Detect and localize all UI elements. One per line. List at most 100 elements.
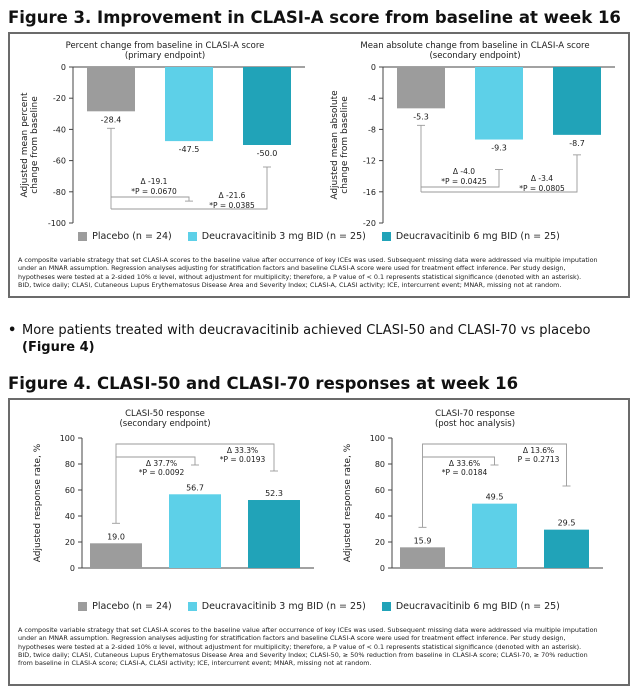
y-tick-label: 40	[375, 512, 385, 521]
data-label: 56.7	[186, 483, 204, 492]
chart-title: CLASI-70 response	[435, 409, 515, 419]
footnote-line: BID, twice daily; CLASI, Cutaneous Lupus…	[18, 280, 562, 289]
data-label: -28.4	[101, 115, 122, 124]
bracket-line	[111, 196, 190, 202]
bracket-line	[116, 456, 196, 465]
bar-placebo	[90, 543, 142, 568]
swatch-deuc3	[187, 602, 197, 611]
comparison-p: *P = 0.0184	[442, 468, 488, 477]
swatch-deuc6	[381, 602, 391, 611]
comparison-delta: Δ 13.6%	[523, 446, 554, 455]
y-axis-label: Adjusted mean absolute	[330, 90, 340, 200]
chart-subtitle: (secondary endpoint)	[119, 419, 210, 429]
bar-deuc6	[243, 67, 291, 145]
y-tick-label: -4	[368, 94, 376, 103]
legend-label: Deucravacitinib 6 mg BID (n = 25)	[395, 601, 560, 612]
footnote-line: under an MNAR assumption. Regression ana…	[18, 264, 566, 273]
y-tick-label: 0	[61, 63, 66, 72]
chart-percent-change: Percent change from baseline in CLASI-A …	[20, 41, 305, 228]
bracket-line	[422, 456, 495, 465]
data-label: -47.5	[179, 145, 200, 154]
comparison-p: *P = 0.0670	[131, 187, 177, 196]
bracket-line	[115, 443, 275, 524]
swatch-placebo	[78, 232, 88, 241]
data-label: 19.0	[107, 532, 125, 541]
bar-deuc3	[169, 494, 221, 568]
chart-title: Percent change from baseline in CLASI-A …	[66, 41, 265, 51]
comparison-delta: Δ 37.7%	[146, 459, 177, 468]
legend-label: Placebo (n = 24)	[92, 601, 172, 612]
bracket-line	[422, 443, 567, 528]
bar-deuc3	[475, 67, 523, 140]
comparison-p: *P = 0.0805	[519, 184, 565, 193]
y-axis-label: change from baseline	[340, 96, 350, 194]
footnote-line: under an MNAR assumption. Regression ana…	[18, 634, 566, 643]
comparison-delta: Δ 33.6%	[449, 459, 480, 468]
chart-subtitle: (secondary endpoint)	[429, 51, 520, 61]
figure4-title: Figure 4. CLASI-50 and CLASI-70 response…	[8, 374, 519, 393]
figure4-footnote: A composite variable strategy that set C…	[18, 626, 622, 667]
y-tick-label: 100	[370, 434, 385, 443]
comparison-delta: Δ -3.4	[531, 174, 553, 183]
legend-label: Deucravacitinib 3 mg BID (n = 25)	[201, 231, 366, 242]
bar-placebo	[87, 67, 135, 112]
legend-label: Placebo (n = 24)	[92, 231, 172, 242]
data-label: 52.3	[265, 489, 283, 498]
y-tick-label: -20	[53, 94, 66, 103]
legend-placebo: Placebo (n = 24)	[78, 601, 172, 612]
footnote-line: from baseline in CLASI-A score; CLASI-A,…	[18, 659, 372, 668]
chart-clasi50: CLASI-50 response(secondary endpoint) Adj…	[33, 409, 314, 573]
legend-deuc6: Deucravacitinib 6 mg BID (n = 25)	[381, 601, 560, 612]
bar-deuc6	[248, 500, 300, 568]
legend-deuc6: Deucravacitinib 6 mg BID (n = 25)	[381, 231, 560, 242]
comparison-delta: Δ -19.1	[141, 177, 168, 186]
y-tick-label: 0	[380, 564, 385, 573]
bullet-dot: •	[8, 323, 17, 338]
data-label: -5.3	[413, 112, 429, 121]
y-tick-label: -60	[53, 157, 66, 166]
comparison-delta: Δ 33.3%	[227, 446, 258, 455]
comparison-delta: Δ -21.6	[219, 191, 246, 200]
bar-deuc3	[165, 67, 213, 142]
bar-placebo	[400, 547, 445, 568]
y-tick-label: 100	[60, 434, 75, 443]
legend-label: Deucravacitinib 6 mg BID (n = 25)	[395, 231, 560, 242]
footnote-line: BID, twice daily; CLASI, Cutaneous Lupus…	[18, 650, 588, 659]
y-axis-label: Adjusted mean percent	[20, 92, 30, 198]
y-tick-label: -40	[53, 125, 66, 134]
y-axis-label: Adjusted response rate, %	[33, 443, 43, 562]
y-tick-label: -80	[53, 188, 66, 197]
bar-deuc6	[553, 67, 601, 135]
data-label: -9.3	[491, 144, 507, 153]
chart-subtitle: (post hoc analysis)	[435, 419, 515, 429]
bracket-line	[421, 169, 500, 188]
figure4-panel: CLASI-50 response (secondary endpoint) Adj…	[8, 398, 630, 686]
footnote-line: A composite variable strategy that set C…	[18, 256, 598, 264]
y-tick-label: 0	[371, 63, 376, 72]
bullet-main-text: More patients treated with deucravacitin…	[22, 323, 591, 338]
figure3-footnote: A composite variable strategy that set C…	[18, 256, 622, 289]
bar-placebo	[397, 67, 445, 109]
legend-deuc3: Deucravacitinib 3 mg BID (n = 25)	[187, 231, 366, 242]
figure3-legend: Placebo (n = 24) Deucravacitinib 3 mg BI…	[10, 231, 628, 242]
footnote-line: hypotheses were tested at a 2-sided 10% …	[18, 272, 582, 281]
footnote-line: hypotheses were tested at a 2-sided 10% …	[18, 642, 582, 651]
swatch-placebo	[78, 602, 88, 611]
y-axis-label: change from baseline	[30, 96, 40, 194]
swatch-deuc6	[381, 232, 391, 241]
y-tick-label: 0	[70, 564, 75, 573]
comparison-p: *P = 0.0193	[220, 455, 266, 464]
y-axis-label: Adjusted response rate, %	[343, 443, 353, 562]
y-tick-label: -8	[368, 125, 376, 134]
y-tick-label: 60	[375, 486, 385, 495]
chart-title: Mean absolute change from baseline in CL…	[360, 41, 589, 51]
data-label: 15.9	[414, 536, 432, 545]
y-tick-label: 60	[65, 486, 75, 495]
y-tick-label: 20	[65, 538, 75, 547]
y-tick-label: -20	[363, 219, 376, 228]
footnote-line: A composite variable strategy that set C…	[18, 626, 598, 634]
data-label: 49.5	[486, 493, 504, 502]
data-label: 29.5	[558, 519, 576, 528]
chart-title: CLASI-50 response	[125, 409, 205, 419]
y-tick-label: 80	[375, 460, 385, 469]
